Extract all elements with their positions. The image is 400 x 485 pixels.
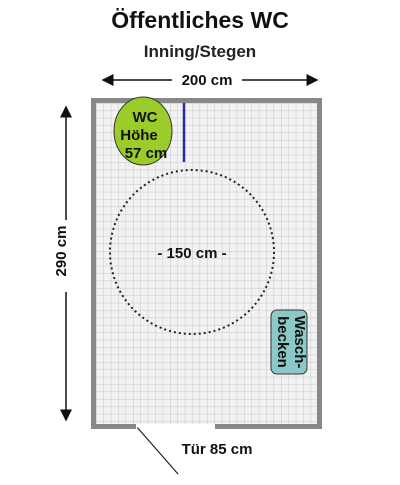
- wall-bottom-left: [91, 424, 136, 429]
- turning-circle-label: - 150 cm -: [157, 245, 226, 262]
- sink: [270, 309, 308, 375]
- door-leaf: [135, 425, 179, 475]
- turning-circle: [109, 169, 275, 335]
- toilet-label-line1: WC: [133, 109, 158, 126]
- sink-label: Wasch- becken: [274, 316, 308, 369]
- wall-top: [91, 98, 322, 103]
- wall-bottom-right: [215, 424, 322, 429]
- walls: [91, 98, 322, 429]
- height-label-bg: [55, 220, 77, 292]
- location-subtitle: Inning/Stegen: [144, 42, 256, 61]
- door-label: Tür 85 cm: [182, 441, 253, 458]
- wall-left: [91, 98, 96, 429]
- sink-label-line1: Wasch-: [291, 316, 308, 369]
- toilet-label-line3: 57 cm: [125, 145, 168, 162]
- width-label: 200 cm: [182, 72, 233, 89]
- page-title: Öffentliches WC: [111, 7, 289, 33]
- width-label-bg: [172, 70, 242, 90]
- toilet: [113, 96, 173, 166]
- sink-label-line2: becken: [274, 316, 291, 368]
- toilet-label-line2: Höhe: [120, 127, 158, 144]
- wall-right: [317, 98, 322, 429]
- height-label: 290 cm: [53, 226, 70, 277]
